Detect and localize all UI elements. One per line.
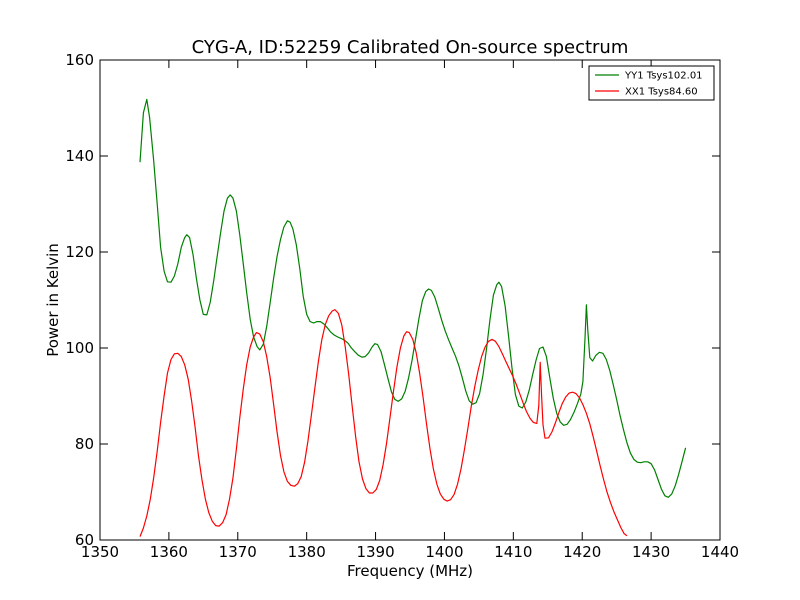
legend-entry-label: YY1 Tsys102.01 — [624, 71, 703, 82]
y-tick-label: 140 — [65, 147, 94, 165]
legend-box — [588, 65, 715, 101]
series-layer — [139, 98, 687, 537]
y-tick-label: 120 — [65, 243, 94, 261]
legend-entry-label: XX1 Tsys84.60 — [625, 87, 698, 98]
chart-title: CYG-A, ID:52259 Calibrated On-source spe… — [192, 37, 629, 58]
x-tick-label: 1380 — [288, 543, 326, 561]
y-tick-label: 60 — [75, 531, 94, 549]
x-tick-label: 1360 — [150, 543, 188, 561]
y-tick-label: 80 — [75, 435, 94, 453]
series-line-xx1 — [139, 309, 628, 537]
axes-frame — [99, 59, 721, 541]
x-tick-label: 1420 — [563, 543, 601, 561]
y-axis-label: Power in Kelvin — [44, 243, 62, 357]
x-tick-label: 1440 — [701, 543, 739, 561]
x-axis-label: Frequency (MHz) — [347, 562, 473, 580]
x-tick-label: 1390 — [356, 543, 394, 561]
legend: YY1 Tsys102.01 XX1 Tsys84.60 — [588, 65, 715, 101]
y-tick-label: 160 — [65, 51, 94, 69]
x-tick-label: 1400 — [425, 543, 463, 561]
y-tick-label: 100 — [65, 339, 94, 357]
x-tick-label: 1410 — [494, 543, 532, 561]
x-tick-label: 1430 — [632, 543, 670, 561]
x-tick-label: 1350 — [81, 543, 119, 561]
ticks-layer: 1350 1360 1370 1380 1390 1400 1410 1420 1430 1440… — [65, 51, 739, 561]
series-line-yy1 — [139, 98, 687, 498]
x-tick-label: 1370 — [219, 543, 257, 561]
plot-area: 1350 1360 1370 1380 1390 1400 1410 1420 1430 1440… — [65, 51, 739, 561]
